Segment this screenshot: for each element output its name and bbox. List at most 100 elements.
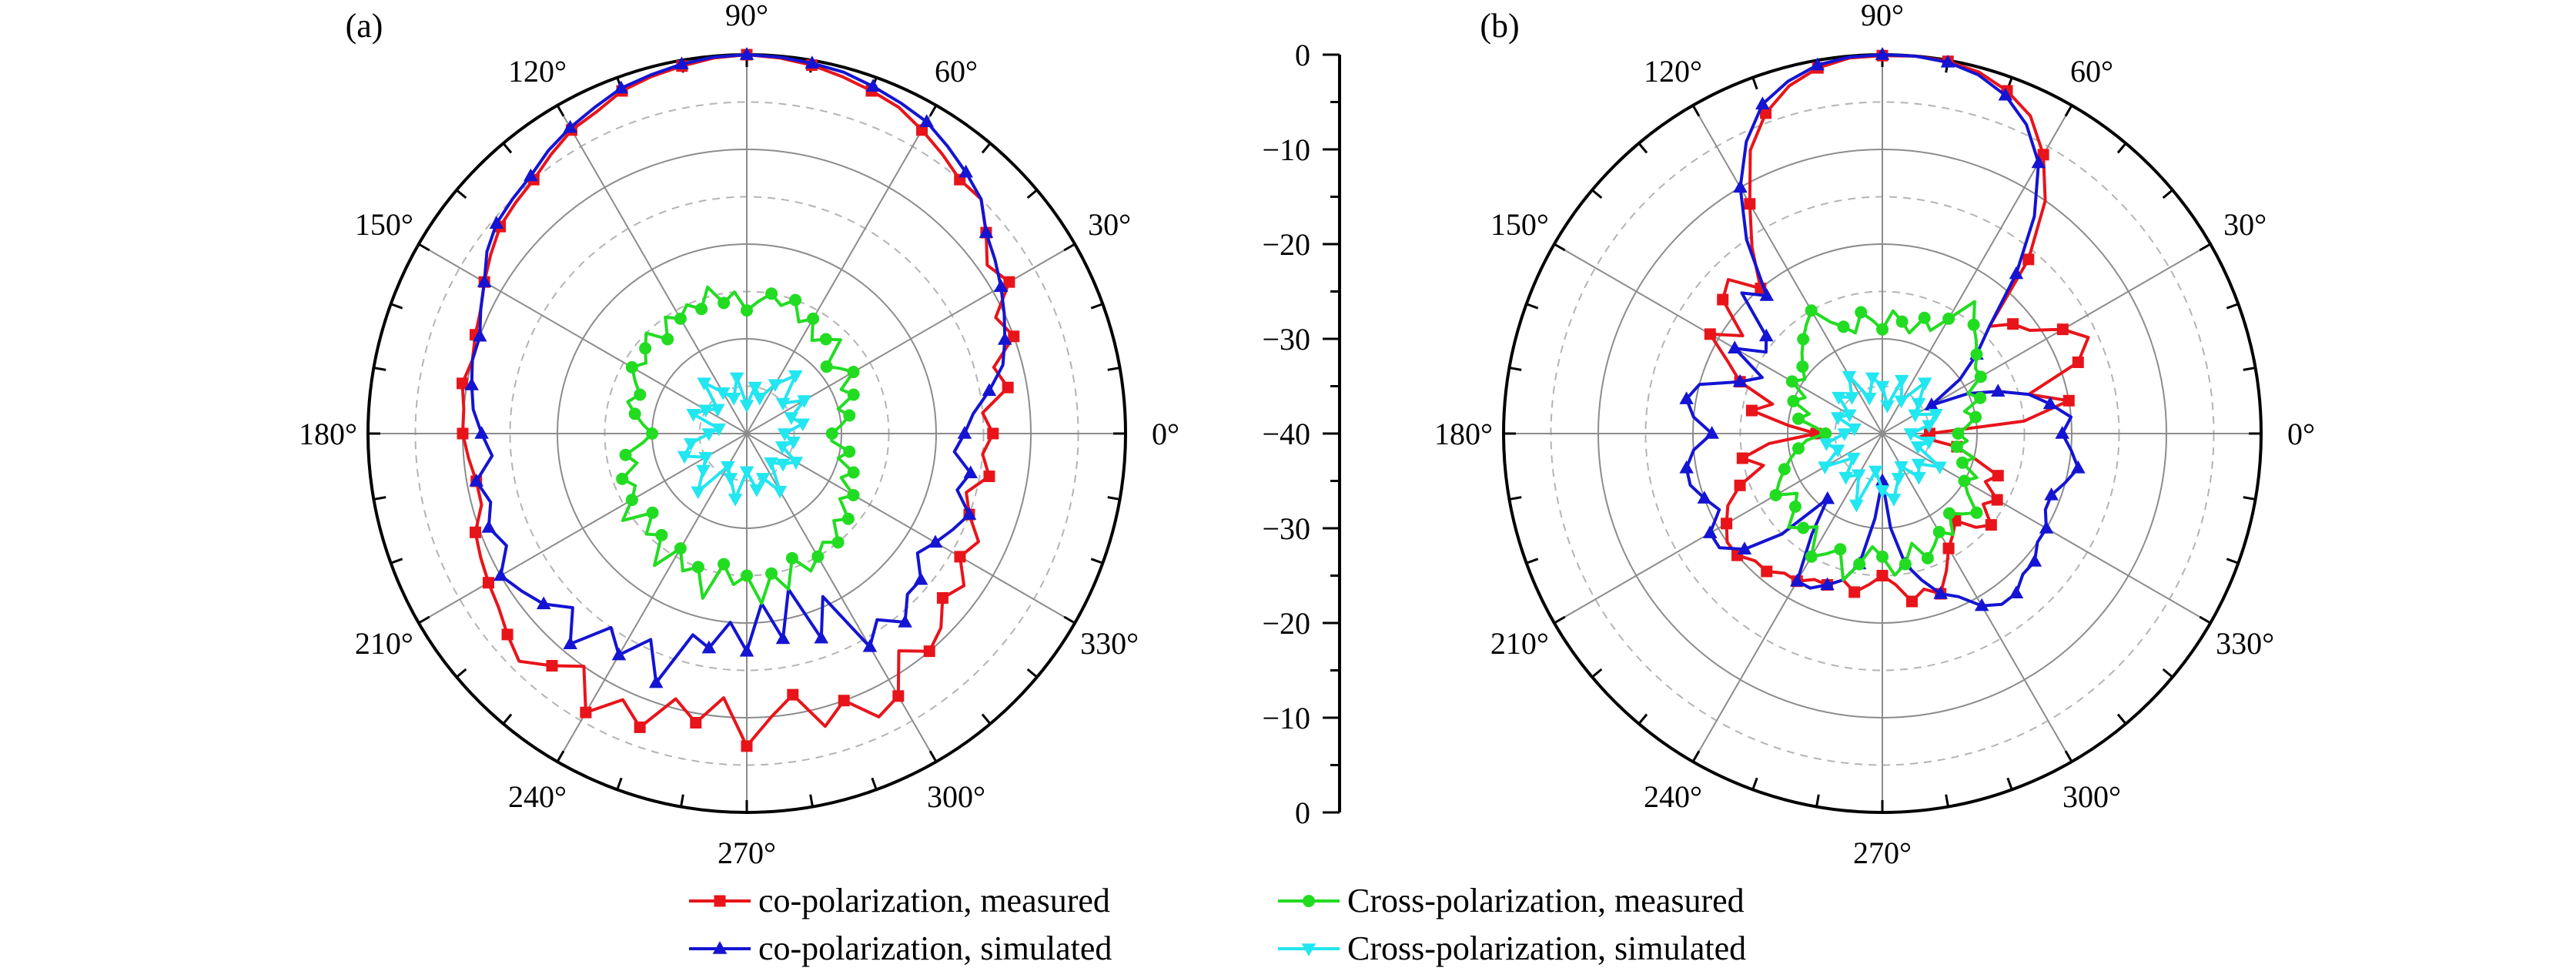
legend-item-cross-simulated: Cross-polarization, simulated (1278, 929, 1746, 967)
data-point (1787, 394, 1800, 407)
data-point (524, 168, 538, 182)
angle-tick (556, 750, 565, 762)
angle-tick (2006, 777, 2013, 790)
angle-label: 120° (508, 54, 567, 89)
data-point (1834, 543, 1847, 556)
data-point (739, 466, 754, 480)
data-point (1903, 428, 1919, 441)
data-point (1791, 442, 1805, 455)
data-point (611, 647, 627, 661)
data-point (1880, 400, 1895, 414)
radial-scale-bar: 0 −10 −20 −30 −40 −30 −20 −10 0 (1262, 38, 1341, 830)
data-point (690, 717, 702, 729)
data-point (646, 427, 658, 440)
data-point (1853, 558, 1866, 571)
angle-tick (2116, 142, 2127, 154)
data-point (457, 377, 469, 390)
data-point (797, 395, 811, 408)
angle-label: 330° (1080, 626, 1139, 661)
angle-tick (2116, 713, 2127, 725)
data-point (1918, 377, 1932, 390)
data-point (698, 404, 714, 418)
data-point (1810, 57, 1825, 71)
data-point (987, 427, 999, 440)
data-point (1818, 461, 1832, 474)
data-point (788, 370, 803, 383)
grid-spoke (746, 433, 1076, 624)
data-point (1908, 409, 1922, 423)
data-point (464, 377, 479, 390)
data-point (711, 404, 725, 417)
data-point (628, 407, 641, 420)
angle-tick (809, 794, 814, 807)
data-point (481, 520, 497, 533)
data-point (1865, 372, 1880, 386)
data-point (814, 630, 829, 644)
data-point (729, 372, 744, 386)
data-point (1805, 304, 1818, 317)
data-point (1732, 373, 1748, 387)
data-point (811, 550, 825, 563)
data-point (474, 426, 489, 439)
data-point (546, 660, 558, 672)
data-point (936, 591, 948, 604)
data-point (1891, 473, 1906, 486)
data-point (1820, 577, 1835, 591)
legend-item-cross-measured: Cross-polarization, measured (1278, 882, 1745, 919)
data-point (501, 628, 514, 641)
data-point (764, 457, 778, 471)
data-point (1942, 542, 1955, 554)
data-point (865, 79, 881, 92)
data-point (819, 333, 832, 346)
data-point (805, 55, 820, 69)
legend-label: Cross-polarization, simulated (1347, 929, 1746, 967)
data-point (1875, 47, 1890, 60)
angle-tick (502, 142, 513, 154)
legend-marker (714, 895, 726, 907)
data-point (1721, 517, 1733, 530)
angle-label: 0° (2287, 417, 2315, 451)
angle-label: 240° (1644, 779, 1702, 814)
data-point (1745, 404, 1758, 417)
data-point (1911, 397, 1926, 411)
data-point (979, 225, 994, 238)
series-cross-simulated (1818, 370, 1947, 513)
angle-tick (1107, 367, 1120, 371)
angle-label: 60° (2070, 54, 2113, 89)
grid-spoke (746, 243, 1076, 434)
data-point (726, 393, 741, 406)
angle-label: 300° (927, 779, 985, 814)
data-point (1790, 573, 1805, 587)
angle-tick (418, 243, 430, 252)
angle-label: 30° (1088, 207, 1131, 242)
series-co-measured (457, 49, 1020, 752)
data-point (768, 379, 783, 393)
angle-tick (616, 777, 623, 790)
data-point (1894, 374, 1909, 388)
data-point (1755, 96, 1770, 110)
angle-tick (2064, 105, 2073, 117)
data-point (788, 457, 804, 470)
data-point (1697, 491, 1712, 504)
data-point (962, 507, 977, 520)
angle-tick (456, 189, 467, 199)
legend: co-polarization, measured Cross-polarizat… (689, 882, 1746, 967)
data-point (784, 412, 799, 425)
data-point (1855, 306, 1868, 319)
data-point (1003, 276, 1015, 288)
data-point (1819, 438, 1834, 451)
angle-label: 300° (2062, 779, 2121, 814)
angle-tick (1751, 777, 1758, 790)
angle-label: 0° (1152, 417, 1179, 451)
data-point (477, 274, 492, 287)
angle-tick (1815, 794, 1820, 807)
data-point (1974, 598, 1989, 611)
data-point (1932, 525, 1945, 538)
angle-label: 330° (2216, 626, 2274, 661)
data-point (1967, 318, 1980, 331)
scale-tick-label: −10 (1262, 132, 1310, 167)
data-point (1785, 375, 1798, 388)
data-point (469, 526, 481, 538)
data-point (1744, 198, 1756, 210)
